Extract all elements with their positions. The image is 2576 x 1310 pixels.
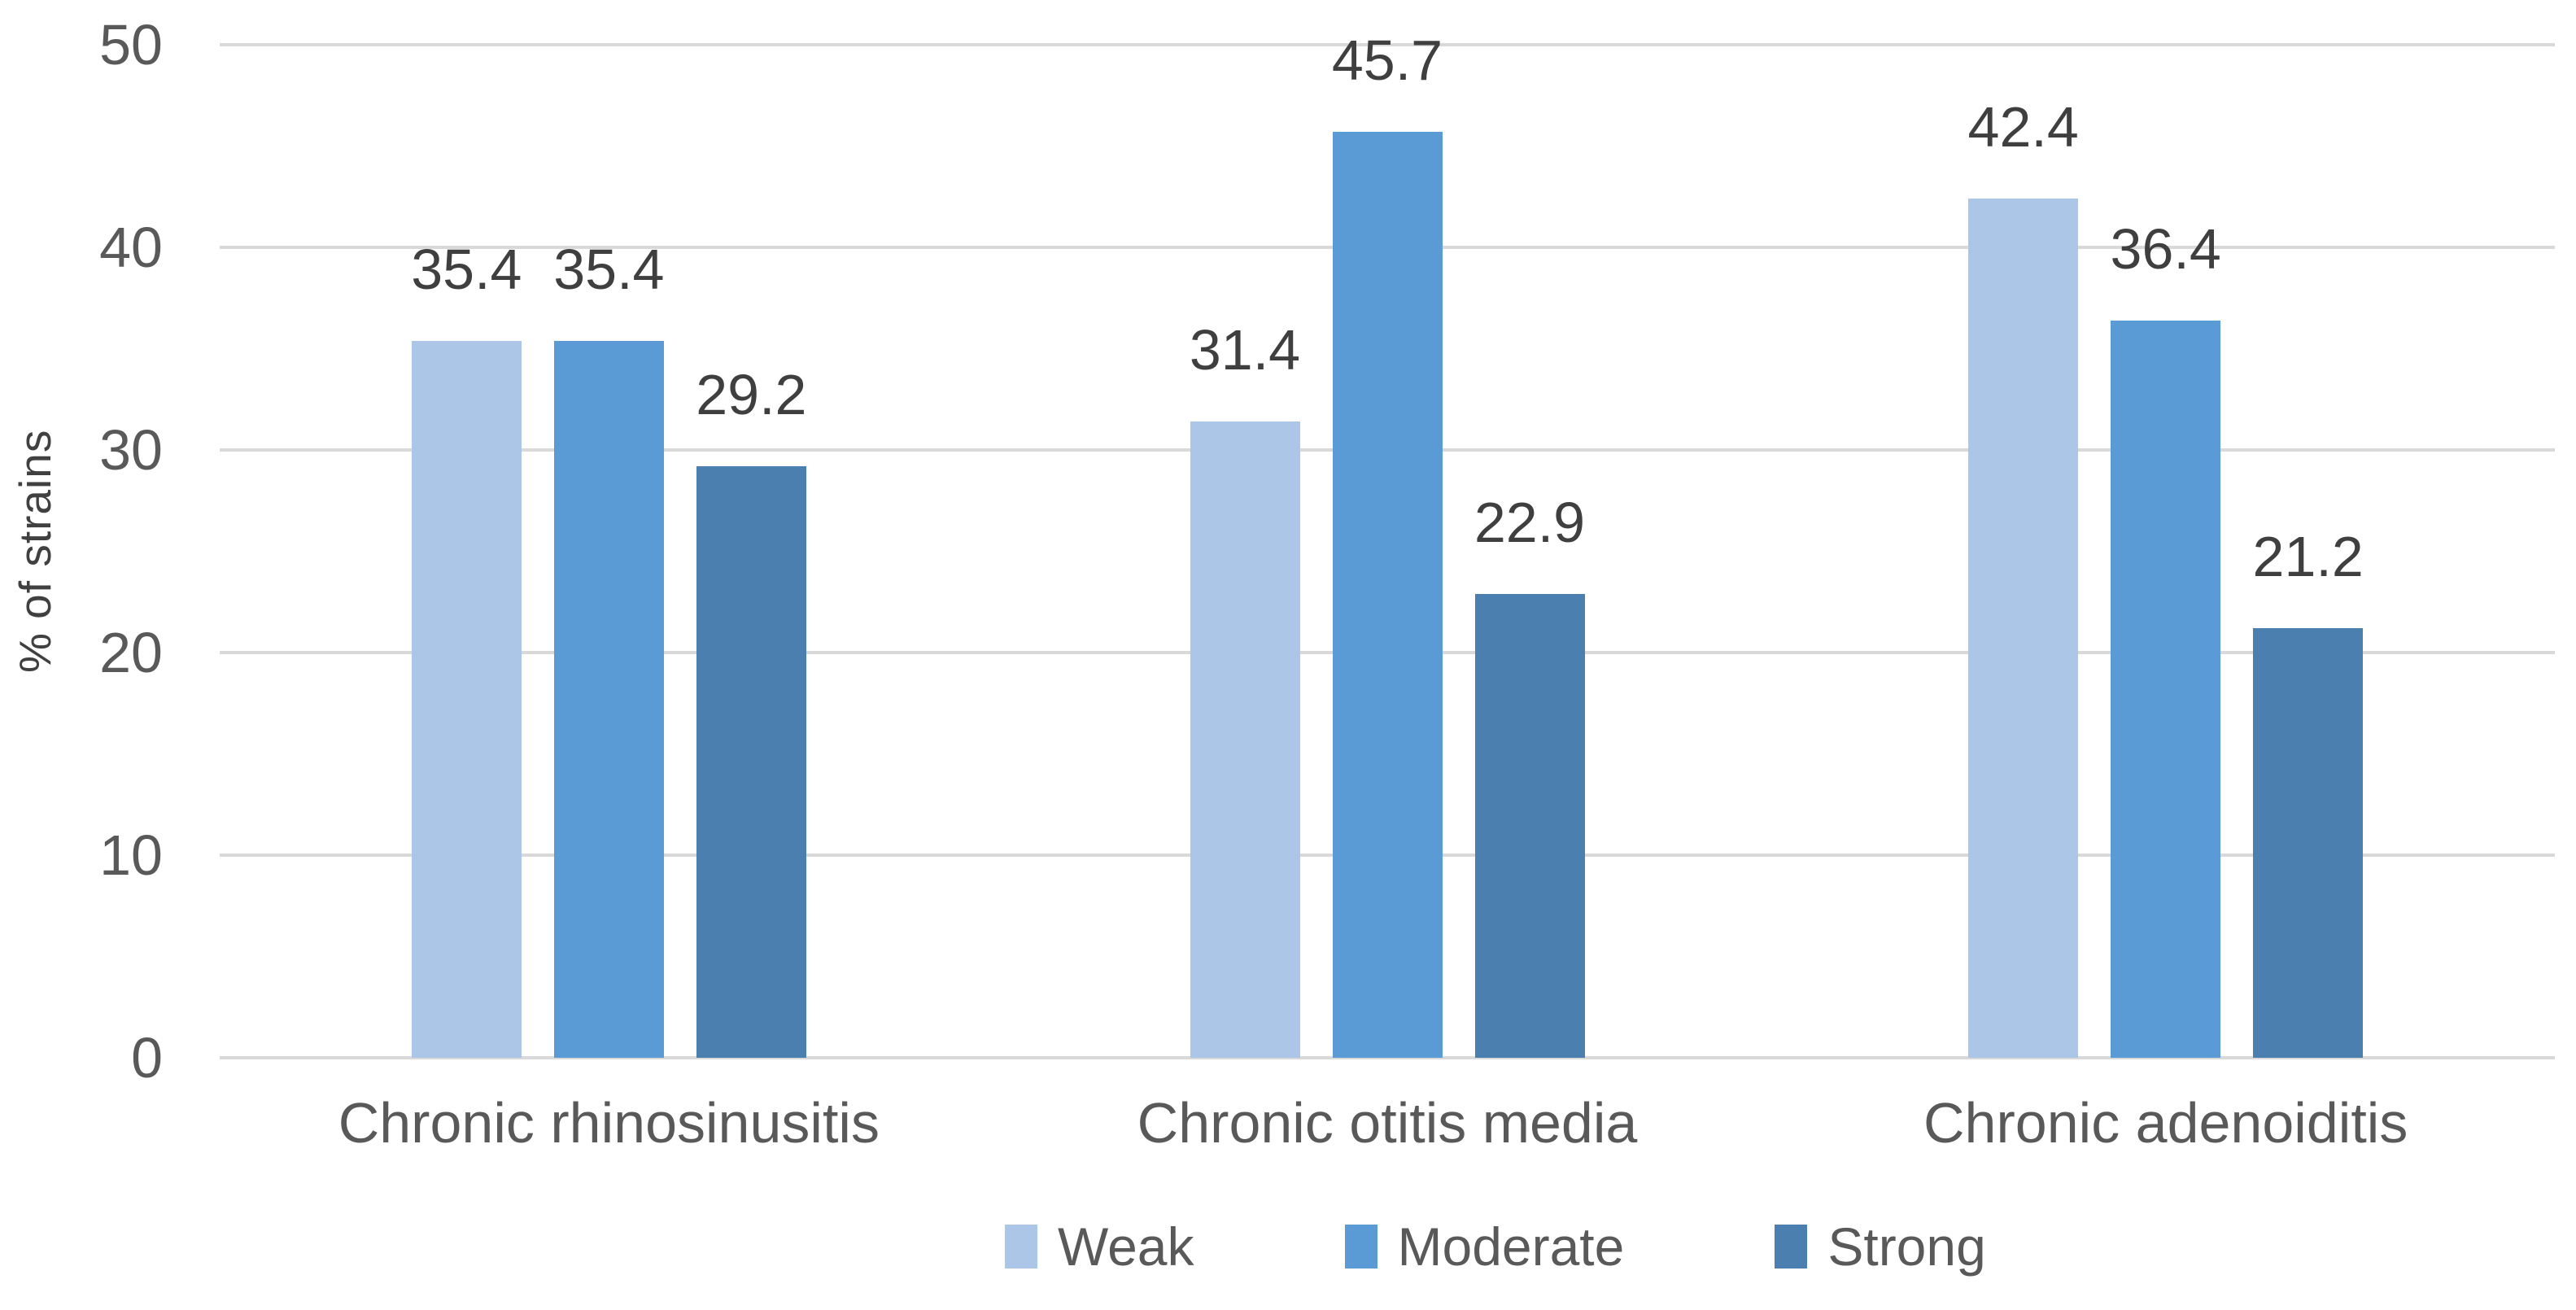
legend-label-strong: Strong	[1827, 1216, 1986, 1277]
y-tick-label-40: 40	[99, 216, 163, 279]
y-tick-label-50: 50	[99, 13, 163, 76]
category-label-1: Chronic rhinosinusitis	[338, 1091, 880, 1155]
legend-item-weak: Weak	[1005, 1216, 1194, 1277]
y-tick-label-30: 30	[99, 418, 163, 482]
y-tick-label-20: 20	[99, 621, 163, 684]
y-tick-label-0: 0	[131, 1026, 163, 1089]
gridline-50	[220, 43, 2555, 46]
category-label-2: Chronic otitis media	[1137, 1091, 1638, 1155]
bar-weak	[1190, 421, 1300, 1058]
bar-weak	[1968, 199, 2079, 1058]
bar-slot-weak: 31.4	[1190, 45, 1300, 1058]
y-tick-label-10: 10	[99, 823, 163, 887]
plot-area: 35.4 35.4 29.2 31.4 45.7 22.9 42.4 36.4 21.2	[220, 28, 2555, 1059]
bar-strong	[2253, 628, 2364, 1058]
category-label-3: Chronic adenoiditis	[1923, 1091, 2408, 1155]
legend-swatch-weak	[1005, 1225, 1037, 1269]
legend-label-moderate: Moderate	[1397, 1216, 1625, 1277]
bar-strong	[1474, 593, 1585, 1058]
bar-slot-moderate: 35.4	[553, 45, 665, 1058]
legend: Weak Moderate Strong	[1005, 1216, 1986, 1277]
data-label: 42.4	[1967, 95, 2079, 159]
bar-slot-strong: 21.2	[2252, 45, 2364, 1058]
data-label: 21.2	[2252, 525, 2364, 589]
bar-slot-strong: 22.9	[1474, 45, 1586, 1058]
bar-weak	[411, 340, 522, 1058]
data-label: 31.4	[1189, 318, 1301, 382]
legend-swatch-strong	[1775, 1225, 1808, 1269]
bar-slot-moderate: 45.7	[1332, 28, 1443, 1058]
bar-slot-moderate: 36.4	[2110, 45, 2221, 1058]
y-axis-title: % of strains	[10, 429, 60, 674]
bar-slot-weak: 42.4	[1967, 45, 2079, 1058]
data-label: 36.4	[2110, 216, 2221, 281]
data-label: 35.4	[411, 237, 522, 301]
data-label: 22.9	[1474, 490, 1586, 554]
gridline-0	[220, 1056, 2555, 1059]
bar-slot-strong: 29.2	[696, 45, 806, 1058]
bar-group-1: 35.4 35.4 29.2	[411, 45, 806, 1058]
bar-moderate	[1332, 132, 1443, 1058]
legend-item-strong: Strong	[1775, 1216, 1986, 1277]
bar-group-2: 31.4 45.7 22.9	[1190, 28, 1586, 1058]
legend-label-weak: Weak	[1058, 1216, 1194, 1277]
data-label: 35.4	[553, 237, 665, 301]
data-label: 45.7	[1331, 28, 1443, 93]
bar-moderate	[2111, 320, 2221, 1058]
legend-swatch-moderate	[1344, 1225, 1378, 1269]
legend-item-moderate: Moderate	[1344, 1216, 1625, 1277]
bar-group-3: 42.4 36.4 21.2	[1967, 45, 2364, 1058]
bar-strong	[696, 465, 806, 1058]
bar-slot-weak: 35.4	[411, 45, 522, 1058]
data-label: 29.2	[696, 362, 807, 426]
bar-moderate	[553, 340, 664, 1058]
